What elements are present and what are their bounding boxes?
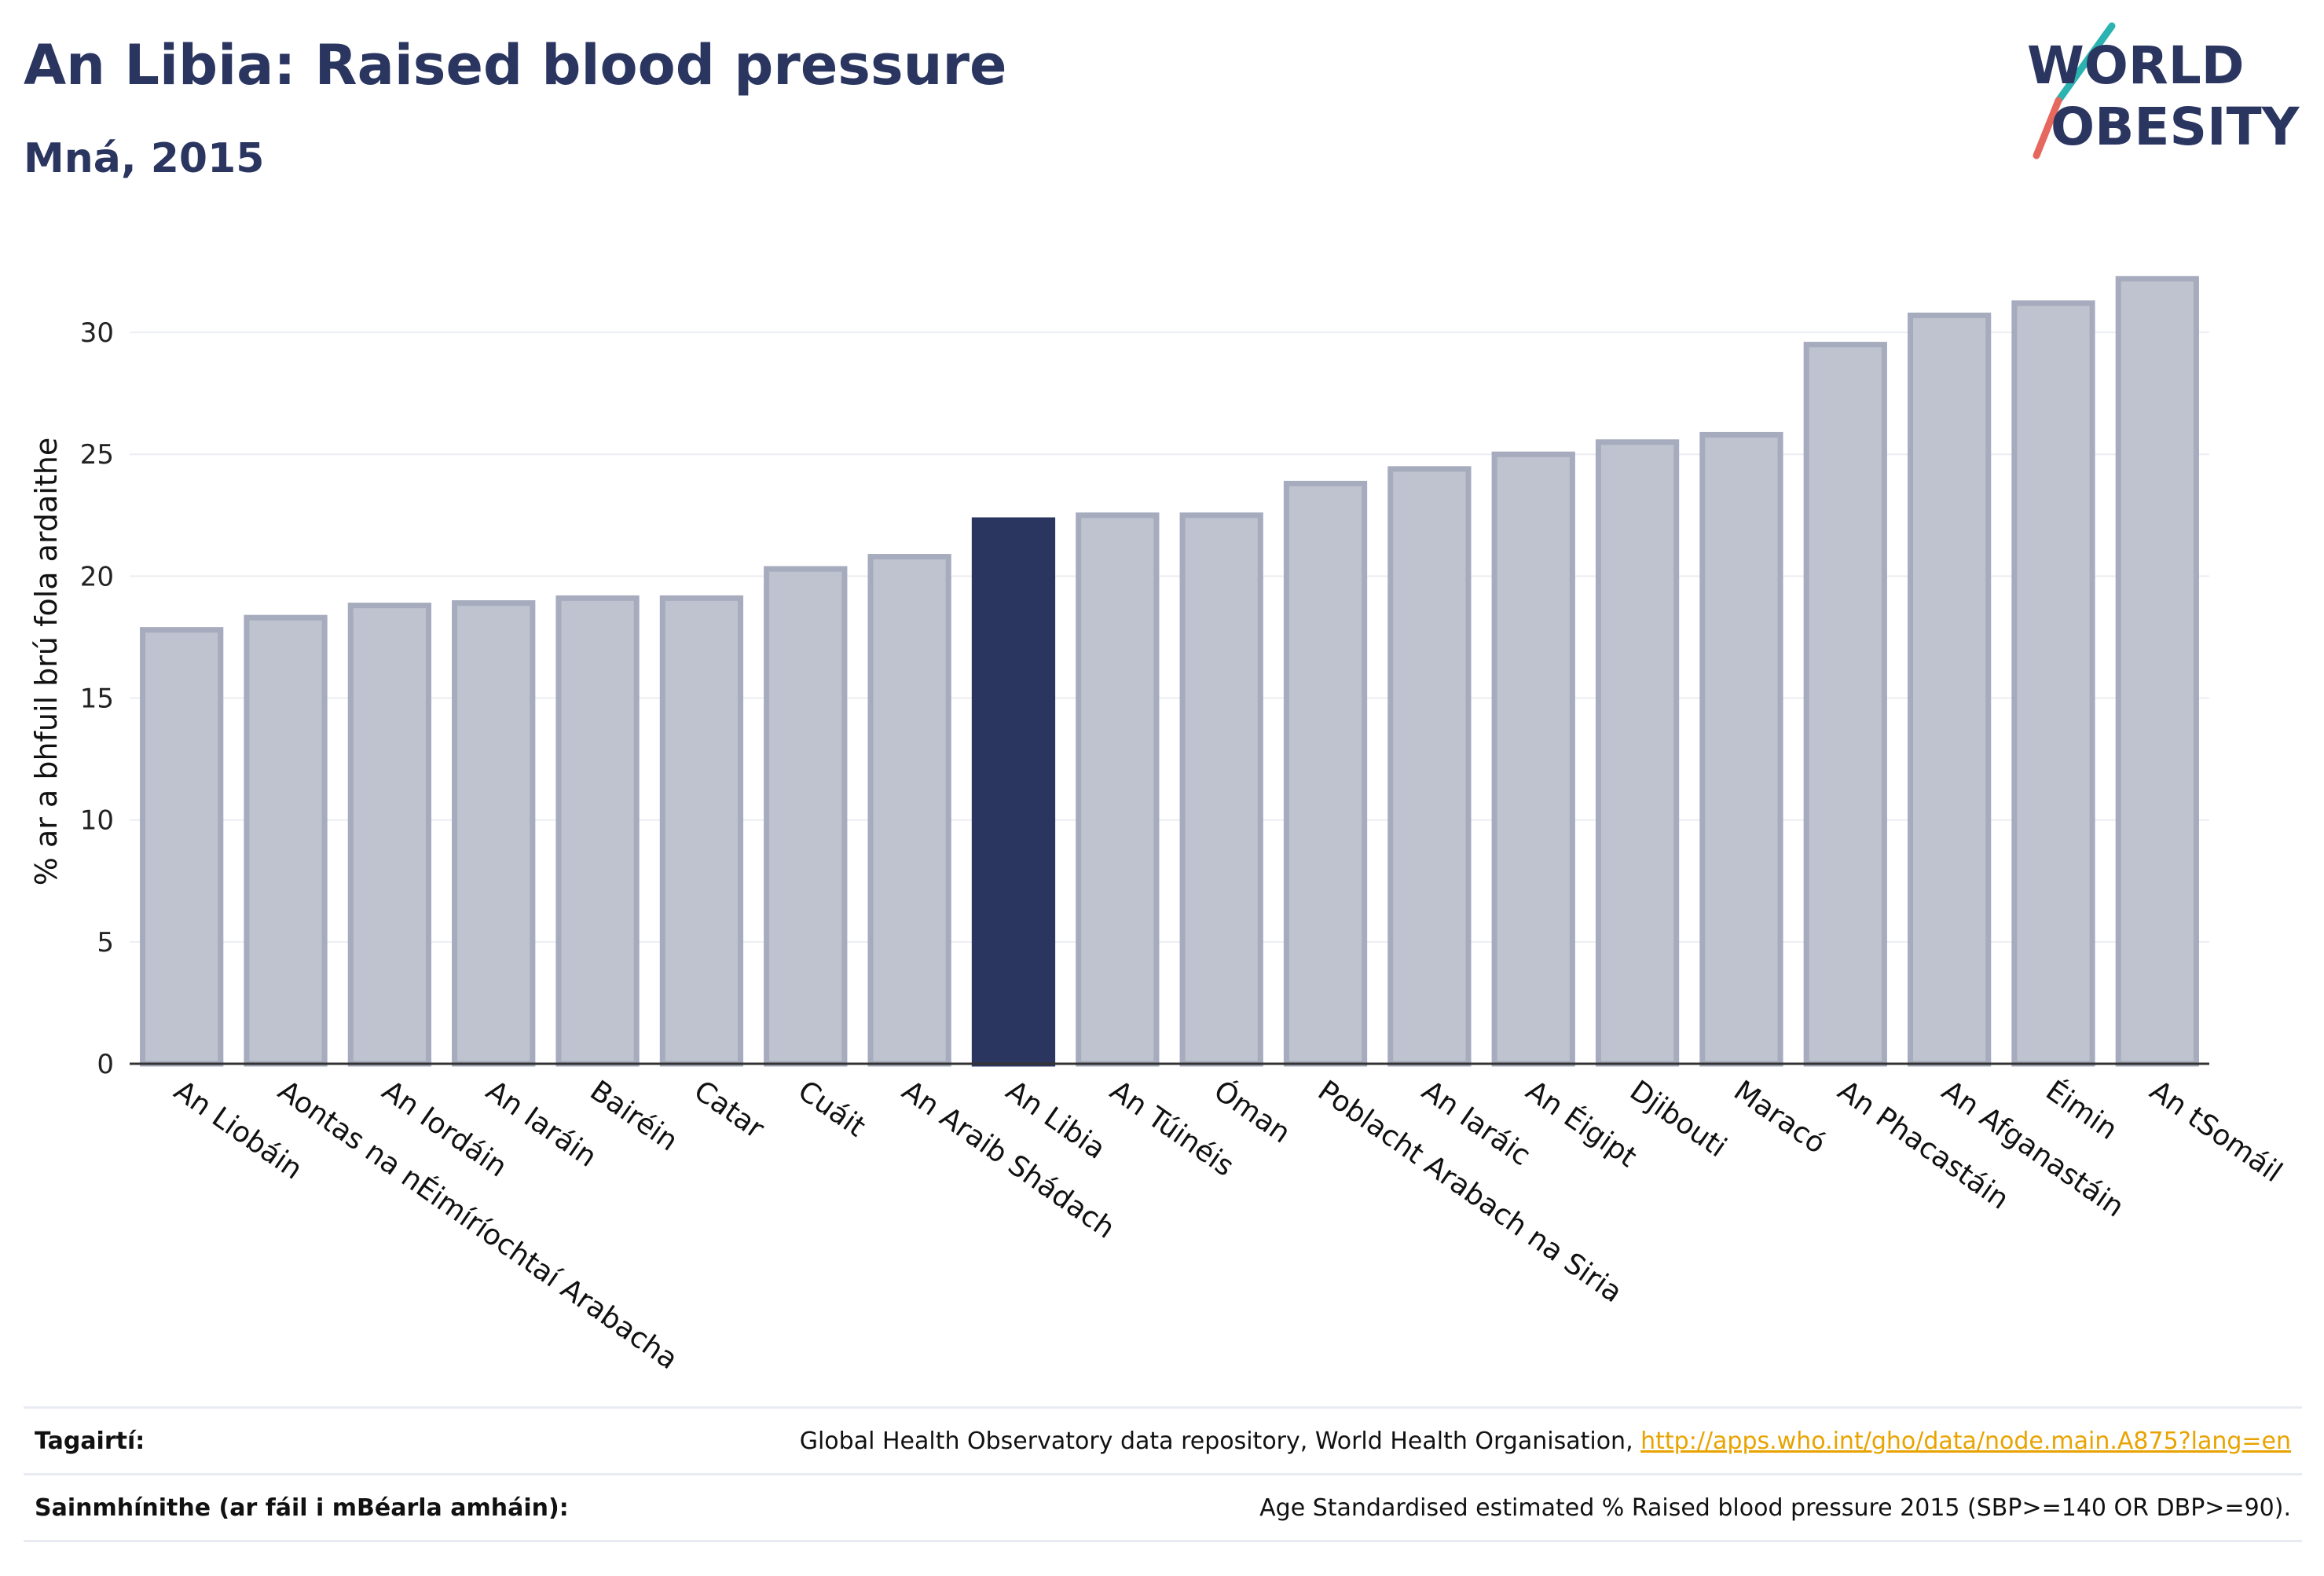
y-tick-label: 0 <box>97 1049 114 1080</box>
bar <box>1699 431 1783 1067</box>
logo-slash-coral <box>2033 97 2062 159</box>
logo-line2: OBESITY <box>2051 97 2300 157</box>
bar <box>971 517 1056 1067</box>
references-label: Tagairtí: <box>35 1427 145 1455</box>
x-tick-label: Catar <box>688 1075 770 1145</box>
bar <box>140 627 224 1067</box>
logo-slash-teal <box>2055 22 2116 104</box>
grid-lines <box>130 332 2209 943</box>
bar <box>555 595 640 1067</box>
logo-line1: WORLD <box>2027 35 2245 96</box>
bar <box>347 603 432 1067</box>
bars <box>140 276 2199 1067</box>
y-tick-label: 10 <box>80 805 114 837</box>
page-subtitle: Mná, 2015 <box>24 135 265 182</box>
y-axis-ticks: 0 5 10 15 20 25 30 <box>80 317 114 1080</box>
x-tick-label: An Phacastáin <box>1832 1075 2014 1216</box>
x-tick-label: Éimin <box>2040 1074 2124 1146</box>
references-text: Global Health Observatory data repositor… <box>799 1427 1641 1455</box>
bar <box>1803 342 1887 1067</box>
x-tick-label: An tSomáil <box>2144 1075 2288 1189</box>
x-tick-label: Maracó <box>1728 1075 1831 1160</box>
reference-row: Tagairtí: Global Health Observatory data… <box>24 1406 2302 1473</box>
definition-text: Age Standardised estimated % Raised bloo… <box>1259 1494 2291 1522</box>
y-tick-label: 15 <box>80 684 114 715</box>
bar <box>764 566 848 1067</box>
x-tick-label: An Afganastáin <box>1936 1075 2130 1224</box>
bar <box>867 554 951 1067</box>
x-tick-label: Djibouti <box>1624 1075 1732 1164</box>
y-tick-label: 30 <box>80 317 114 349</box>
definition-row: Sainmhínithe (ar fáil i mBéarla amháin):… <box>24 1473 2302 1542</box>
bar <box>244 614 328 1067</box>
bar <box>1595 439 1680 1067</box>
definition-label: Sainmhínithe (ar fáil i mBéarla amháin): <box>35 1494 569 1522</box>
x-tick-label: Cuáit <box>792 1075 871 1144</box>
y-axis-label: % ar a bhfuil brú fola ardaithe <box>29 438 64 885</box>
bar <box>659 595 744 1067</box>
y-tick-label: 5 <box>97 927 114 958</box>
y-tick-label: 20 <box>80 561 114 592</box>
x-tick-label: Óman <box>1208 1074 1297 1150</box>
bar <box>2115 276 2199 1067</box>
bar <box>1491 451 1575 1067</box>
bar <box>1387 466 1472 1067</box>
y-tick-label: 25 <box>80 439 114 471</box>
references-link[interactable]: http://apps.who.int/gho/data/node.main.A… <box>1640 1427 2291 1455</box>
bar <box>1179 512 1263 1067</box>
world-obesity-logo: WORLD OBESITY <box>2027 22 2300 159</box>
bar <box>1907 312 1992 1067</box>
bar <box>452 600 536 1067</box>
references-value: Global Health Observatory data repositor… <box>800 1428 2302 1455</box>
bar <box>1076 512 1160 1067</box>
bar <box>1283 480 1368 1067</box>
page-title: An Libia: Raised blood pressure <box>24 33 1007 97</box>
x-tick-label: An Éigipt <box>1520 1074 1643 1174</box>
references-table: Tagairtí: Global Health Observatory data… <box>24 1406 2302 1542</box>
bar <box>2011 300 2095 1067</box>
